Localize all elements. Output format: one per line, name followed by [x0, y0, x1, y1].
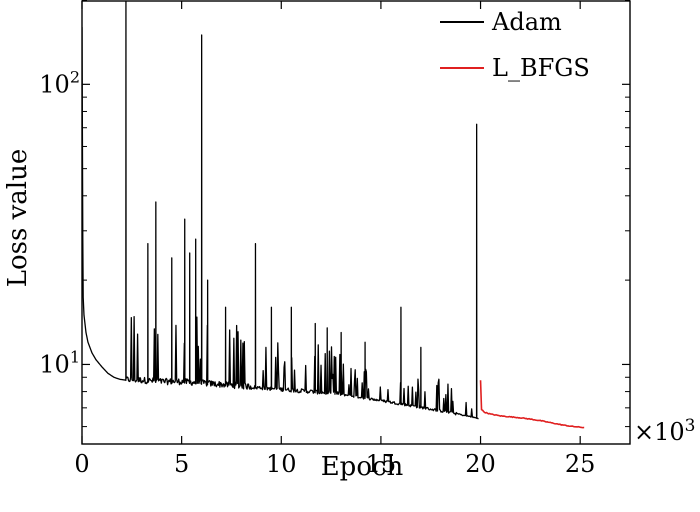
x-tick-label: 0 [74, 450, 89, 478]
x-axis-multiplier-exponent: 3 [685, 416, 696, 436]
series-line-adam [82, 1, 479, 420]
y-tick-label: 102 [39, 67, 80, 98]
series-line-l-bfgs [479, 380, 585, 429]
plot-frame [81, 0, 631, 445]
legend-label-l-bfgs: L_BFGS [492, 54, 590, 82]
x-tick-label: 20 [465, 450, 496, 478]
x-axis-multiplier-base: ×10 [634, 418, 685, 446]
x-tick-label: 10 [266, 450, 297, 478]
series-group [82, 1, 585, 429]
y-tick-label: 101 [39, 347, 80, 378]
legend: Adam L_BFGS [440, 8, 590, 82]
x-axis-label: Epoch [321, 452, 404, 482]
ticks-group: 0 5 10 15 20 25 101 102 [39, 0, 630, 478]
y-axis-label: Loss value [3, 149, 33, 288]
x-tick-label: 15 [366, 450, 397, 478]
x-tick-label: 5 [174, 450, 189, 478]
x-axis-multiplier: ×103 [634, 416, 695, 446]
legend-label-adam: Adam [491, 8, 562, 36]
axes-group [81, 0, 631, 445]
x-tick-label: 25 [565, 450, 596, 478]
